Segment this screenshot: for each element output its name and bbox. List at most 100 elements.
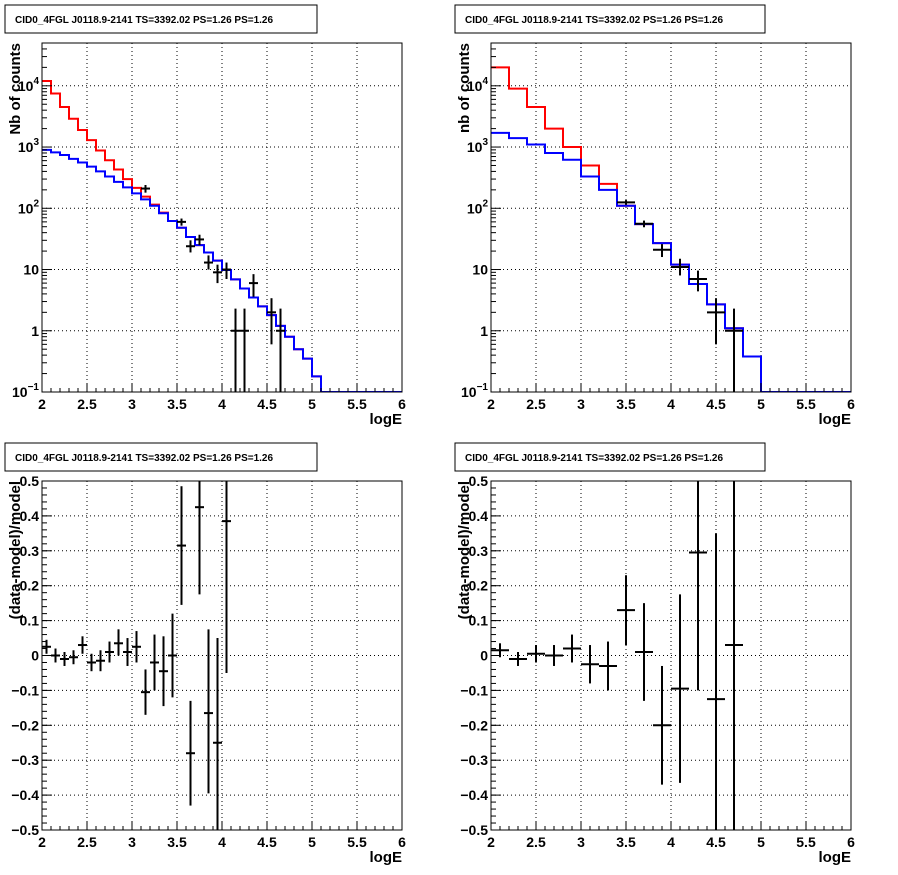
data-point	[635, 220, 653, 228]
y-tick-label: −0.2	[460, 717, 488, 733]
data-point	[491, 643, 509, 658]
y-axis-ticks: 10−1 1 10 102 103 104	[12, 48, 52, 400]
data-point	[222, 481, 231, 673]
title-box: CID0_4FGL J0118.9-2141 TS=3392.02 PS=1.2…	[454, 4, 766, 34]
x-tick-label: 2	[487, 396, 495, 412]
data-points	[617, 200, 743, 392]
data-point	[617, 200, 635, 205]
data-point	[671, 594, 689, 783]
chart-title: CID0_4FGL J0118.9-2141 TS=3392.02 PS=1.2…	[465, 15, 723, 26]
y-tick-label: 1	[31, 323, 39, 339]
x-tick-label: 4.5	[706, 834, 726, 850]
data-point	[240, 308, 249, 392]
x-axis-ticks: 2 2.5 3 3.5 4 4.5 5 5.5 6	[38, 383, 406, 412]
data-point	[249, 274, 258, 297]
data-point	[707, 298, 725, 345]
y-tick-label: −0.3	[11, 752, 39, 768]
x-tick-label: 2	[38, 396, 46, 412]
x-tick-label: 5	[308, 396, 316, 412]
data-point	[123, 638, 132, 666]
x-tick-label: 6	[398, 834, 406, 850]
title-box: CID0_4FGL J0118.9-2141 TS=3392.02 PS=1.2…	[4, 442, 318, 472]
y-tick-label: −0.5	[11, 822, 39, 838]
data-point	[276, 308, 285, 392]
model-histograms	[491, 66, 851, 392]
data-point	[87, 653, 96, 672]
y-tick-label: −0.5	[460, 822, 488, 838]
y-tick-label: −0.4	[460, 787, 488, 803]
data-point	[195, 481, 204, 595]
data-point	[195, 234, 204, 246]
y-axis-ticks: −0.5 −0.4 −0.3 −0.2 −0.1 0 0.1 0.2 0.3 0.4 0.5	[460, 473, 501, 838]
data-point	[527, 645, 545, 663]
y-axis-ticks: −0.5 −0.4 −0.3 −0.2 −0.1 0 0.1 0.2 0.3 0.4 0.5	[11, 473, 52, 838]
y-tick-label: 104	[18, 76, 40, 94]
y-tick-label: 0.1	[20, 613, 40, 629]
grid-lines	[491, 43, 851, 392]
x-tick-label: 4.5	[257, 834, 277, 850]
data-point	[105, 641, 114, 663]
data-point	[725, 481, 743, 830]
x-axis-label: logE	[370, 411, 403, 428]
data-point	[509, 652, 527, 666]
x-tick-label: 2	[487, 834, 495, 850]
x-tick-label: 3.5	[167, 396, 187, 412]
grid-lines	[491, 481, 851, 830]
x-tick-label: 5	[757, 834, 765, 850]
y-tick-label: −0.1	[460, 682, 488, 698]
chart-title: CID0_4FGL J0118.9-2141 TS=3392.02 PS=1.2…	[15, 15, 273, 26]
y-tick-label: −0.2	[11, 717, 39, 733]
x-tick-label: 4	[218, 396, 226, 412]
y-tick-label: 0.1	[469, 613, 489, 629]
y-tick-label: 102	[467, 198, 489, 216]
data-point	[51, 648, 60, 663]
data-point	[689, 270, 707, 292]
x-tick-label: 6	[847, 834, 855, 850]
x-tick-label: 3.5	[616, 396, 636, 412]
x-axis-ticks: 2 2.5 3 3.5 4 4.5 5 5.5 6	[487, 821, 855, 850]
x-axis-label: logE	[370, 849, 403, 866]
data-point	[213, 638, 222, 830]
x-tick-label: 5.5	[347, 396, 367, 412]
y-tick-label: 104	[467, 76, 489, 94]
model-histogram-series-2	[42, 148, 402, 392]
x-tick-label: 4	[667, 834, 675, 850]
data-point	[213, 264, 222, 284]
y-tick-label: 0.3	[469, 543, 489, 559]
data-point	[42, 639, 51, 654]
data-point	[159, 636, 168, 707]
data-point	[69, 650, 78, 665]
y-tick-label: 0.2	[469, 578, 489, 594]
x-axis-label: logE	[819, 849, 852, 866]
data-point	[222, 262, 231, 280]
y-tick-label: 0.4	[469, 508, 489, 524]
y-axis-label: nb of counts	[456, 43, 473, 133]
x-tick-label: 4	[218, 834, 226, 850]
data-point	[267, 298, 276, 345]
data-point	[186, 700, 195, 806]
x-tick-label: 3	[128, 396, 136, 412]
data-point	[707, 533, 725, 830]
y-tick-label: 10	[472, 262, 488, 278]
chart-title: CID0_4FGL J0118.9-2141 TS=3392.02 PS=1.2…	[465, 453, 723, 464]
data-point	[186, 240, 195, 253]
data-point	[132, 631, 141, 663]
y-tick-label: −0.3	[460, 752, 488, 768]
y-tick-label: 103	[467, 137, 489, 155]
data-point	[653, 665, 671, 785]
x-tick-label: 4.5	[706, 396, 726, 412]
y-axis-label: Nb of counts	[7, 43, 24, 135]
data-point	[114, 629, 123, 656]
data-point	[204, 629, 213, 794]
x-axis-ticks: 2 2.5 3 3.5 4 4.5 5 5.5 6	[38, 821, 406, 850]
chart-panel-counts-right: CID0_4FGL J0118.9-2141 TS=3392.02 PS=1.2…	[454, 4, 855, 428]
title-box: CID0_4FGL J0118.9-2141 TS=3392.02 PS=1.2…	[454, 442, 766, 472]
x-tick-label: 3	[577, 834, 585, 850]
y-tick-label: 102	[18, 198, 40, 216]
data-point	[177, 486, 186, 605]
data-points	[491, 481, 743, 830]
data-point	[96, 650, 105, 672]
chart-panel-counts-left: CID0_4FGL J0118.9-2141 TS=3392.02 PS=1.2…	[4, 4, 406, 428]
x-axis-ticks: 2 2.5 3 3.5 4 4.5 5 5.5 6	[487, 383, 855, 412]
